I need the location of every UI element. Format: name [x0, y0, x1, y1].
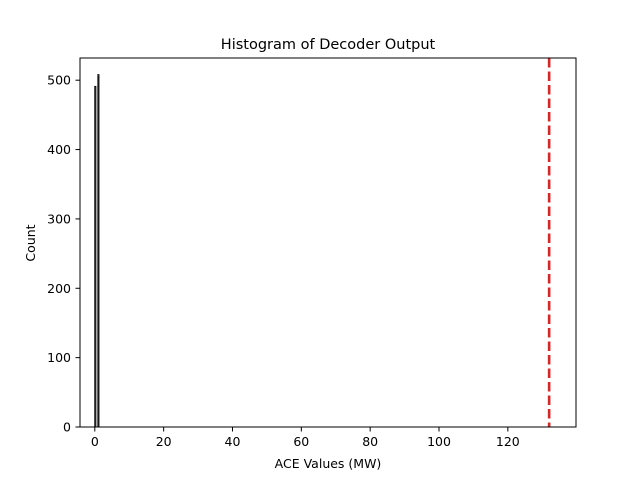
- x-tick-label: 40: [225, 434, 241, 449]
- chart-title: Histogram of Decoder Output: [221, 37, 436, 53]
- x-tick-label: 60: [293, 434, 309, 449]
- x-tick-label: 120: [496, 434, 520, 449]
- y-axis-label: Count: [23, 224, 38, 261]
- x-axis-ticks: 0 20 40 60 80 100 120: [91, 427, 520, 449]
- y-tick-label: 100: [47, 350, 71, 365]
- y-axis-ticks: 0 100 200 300 400 500: [47, 73, 80, 435]
- y-tick-label: 400: [47, 142, 71, 157]
- histogram-bar-0: [94, 85, 97, 428]
- x-tick-label: 100: [427, 434, 451, 449]
- plot-frame: [79, 57, 577, 428]
- histogram-bars: [94, 74, 100, 428]
- x-tick-label: 0: [91, 434, 99, 449]
- y-tick-label: 500: [47, 73, 71, 88]
- x-tick-label: 80: [362, 434, 378, 449]
- x-tick-label: 20: [156, 434, 172, 449]
- x-axis-label: ACE Values (MW): [275, 456, 382, 471]
- y-tick-label: 200: [47, 281, 71, 296]
- y-tick-label: 0: [63, 420, 71, 435]
- y-tick-label: 300: [47, 211, 71, 226]
- histogram-bar-1: [97, 74, 100, 428]
